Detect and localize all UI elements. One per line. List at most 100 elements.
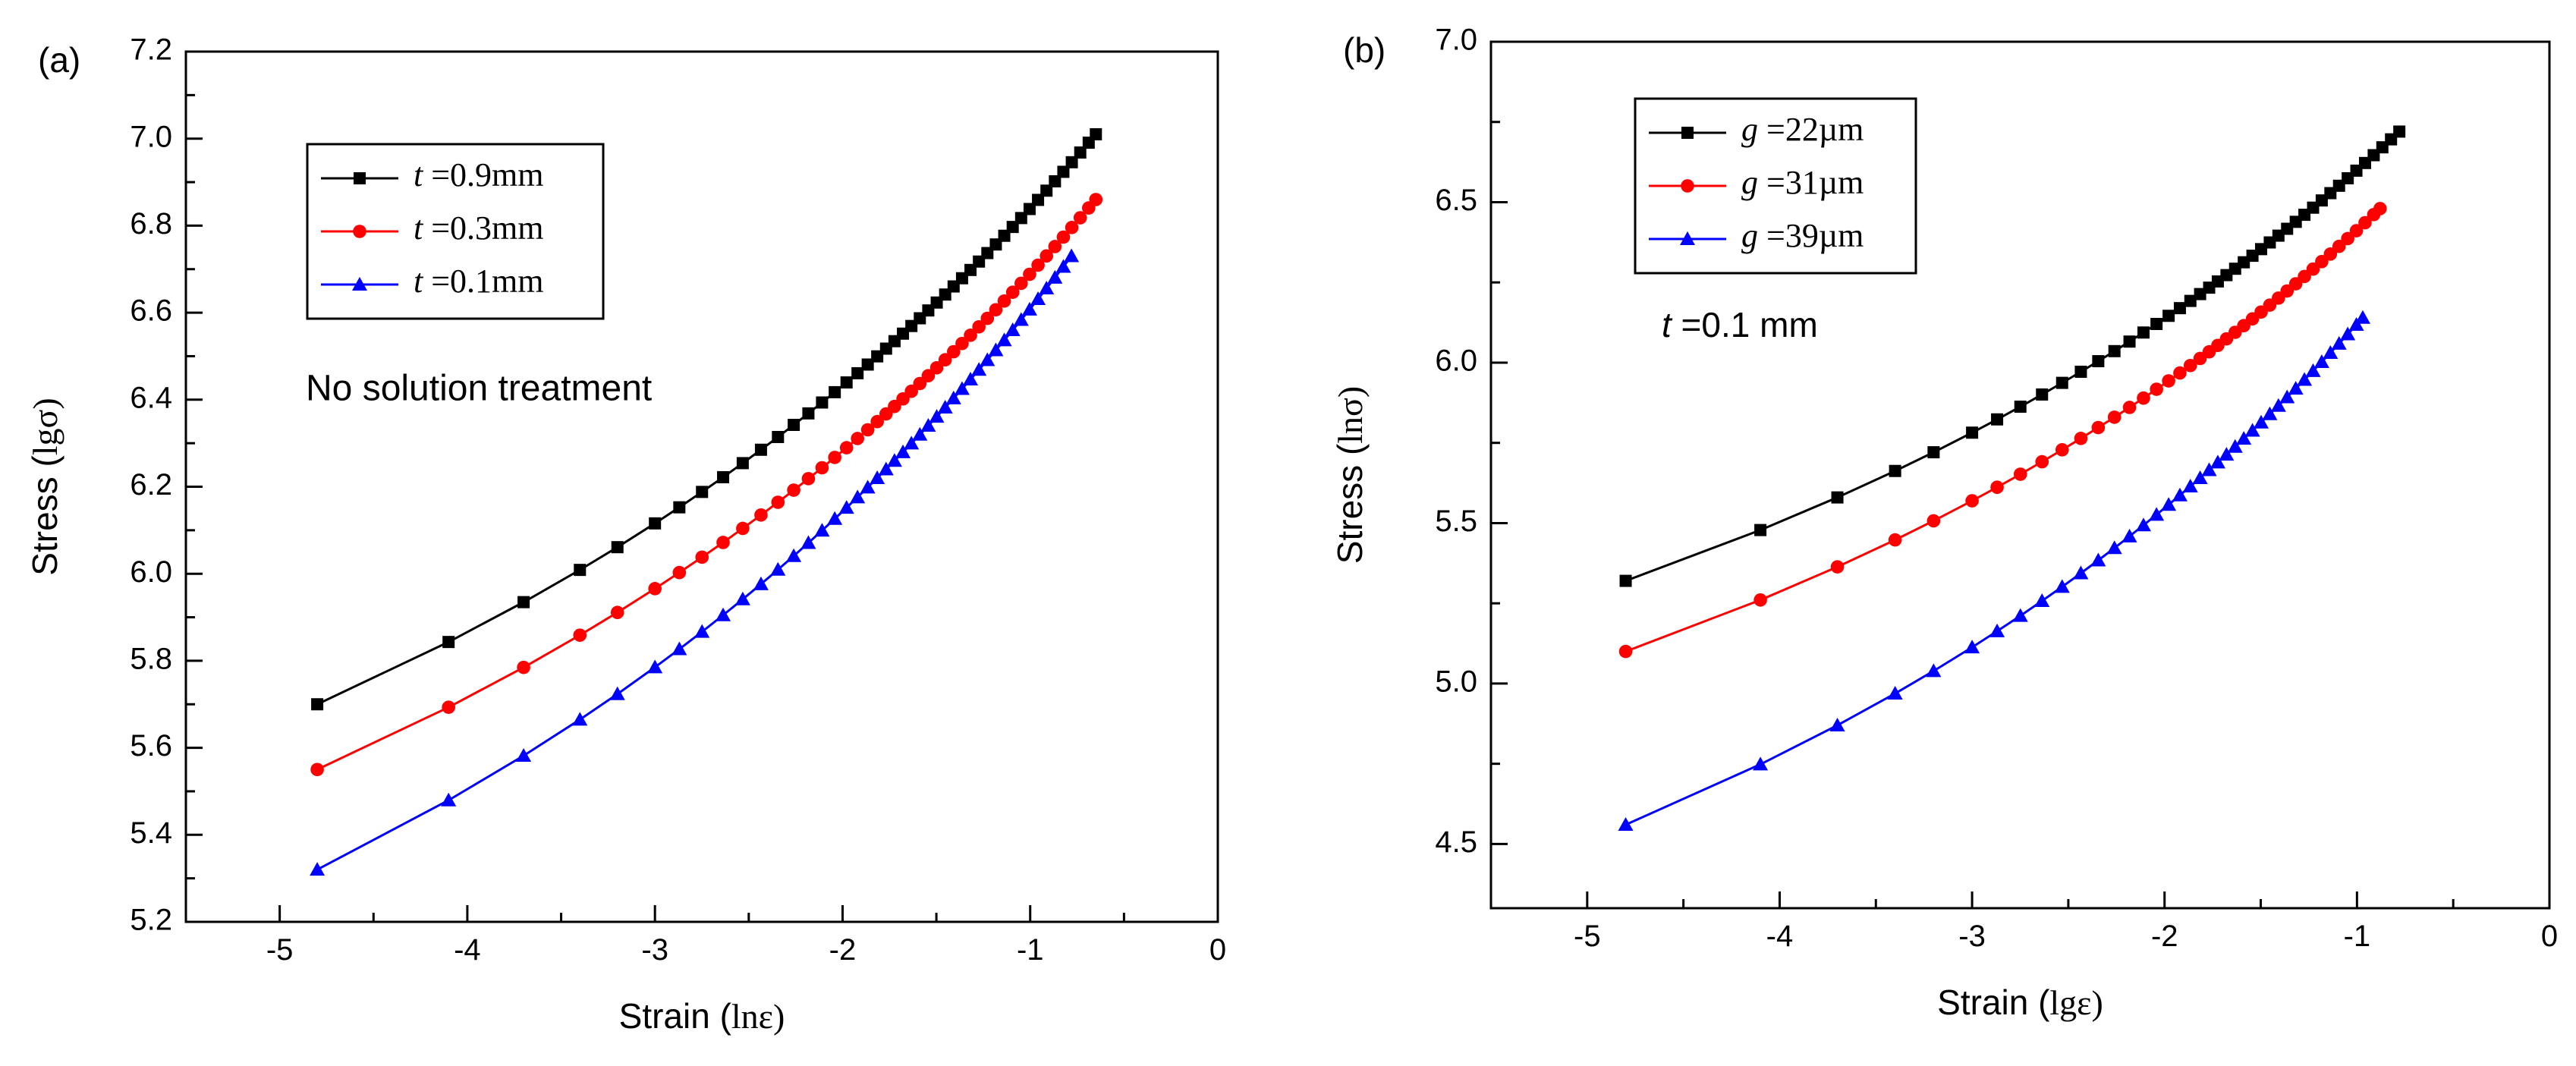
data-point [1005,285,1020,299]
data-point [770,561,786,576]
data-point [2348,317,2364,332]
data-point [1013,312,1029,326]
data-point [788,419,800,432]
data-point [2373,202,2387,215]
x-tick-label: -5 [1574,920,1601,953]
data-point [904,384,918,398]
data-point [997,294,1011,308]
legend-variable: t [414,209,424,247]
legend-entry: t =0.1mm [414,263,544,300]
series-line [1625,207,2381,653]
x-tick-label: -1 [2344,920,2371,953]
series-line [1625,316,2364,826]
y-axis-title: Stress (lgσ) [25,398,64,575]
data-point [971,362,987,376]
data-point [929,360,944,375]
data-point [516,748,532,763]
data-point [1073,211,1087,225]
data-point [1887,686,1903,700]
data-point [754,443,767,456]
data-point [2313,354,2329,369]
data-point [2183,358,2197,373]
data-point [2349,224,2364,237]
data-point [442,700,455,714]
x-tick-label: -2 [829,933,857,967]
y-tick-label: 5.0 [1435,665,1477,698]
series-2 [310,248,1080,876]
data-point [860,480,876,494]
legend-entry: t =0.3mm [414,209,544,247]
legend-marker-circle [353,225,366,238]
data-point [1057,165,1070,178]
data-point [1754,524,1767,536]
data-point [921,369,936,383]
data-point [1926,663,1942,678]
data-point [1065,156,1078,168]
legend-entry: g =31µm [1741,164,1864,201]
data-point [2090,552,2106,567]
y-tick-label: 4.5 [1435,825,1477,859]
data-point [2254,414,2269,429]
data-point [2013,467,2027,481]
data-point [1831,491,1844,504]
data-point [851,366,864,379]
x-tick-label: -4 [1766,920,1794,953]
data-point [2123,335,2136,348]
data-point [814,523,830,537]
data-point [1966,426,1979,439]
legend-value: =39µm [1758,217,1864,254]
data-point [964,329,977,342]
data-point [895,444,911,458]
x-axis-title-close: ) [2092,983,2103,1022]
data-point [886,453,902,467]
y-tick-label: 6.2 [130,468,172,502]
series-0 [311,127,1102,711]
data-point [1829,717,1845,731]
data-point [2323,345,2339,360]
data-point [716,536,730,549]
data-point [1049,175,1062,187]
legend-variable: t [414,263,424,300]
data-point [2108,344,2121,357]
data-point [1618,644,1633,659]
data-point [2332,239,2346,253]
data-point [2393,125,2406,138]
legend-value: =31µm [1758,164,1864,201]
x-tick-label: 0 [1209,933,1226,967]
data-point [839,441,854,454]
data-point [980,352,995,366]
legend-marker-square [354,172,366,184]
y-tick-label: 5.2 [130,904,172,937]
data-point [2074,432,2088,445]
data-point [1754,593,1767,607]
series-1 [1618,202,2387,659]
data-point [988,342,1004,357]
data-point [1048,240,1062,253]
y-tick-label: 5.5 [1435,505,1477,538]
data-point [827,511,843,525]
data-point [647,659,663,674]
x-tick-label: 0 [2541,920,2558,953]
data-point [1965,494,1979,508]
data-point [517,660,530,675]
data-point [2173,366,2187,380]
data-point [2219,447,2235,461]
data-point [947,344,961,359]
y-axis-title-symbol: lgσ [26,409,64,455]
data-point [1032,193,1045,206]
legend-variable: g [1741,111,1758,148]
x-axis-title-text: Strain ( [1937,983,2050,1022]
chart-panel-b: (b) -5 -4 -3 -2 -1 0 4.5 5.0 5.5 6.0 6.5 7.0 Strain (… [1330,24,2558,1022]
data-point [904,436,920,450]
data-point [815,461,829,475]
data-point [2279,389,2295,404]
data-point [801,472,816,486]
data-point [2297,372,2313,386]
data-point [1964,640,1980,654]
data-point [2358,215,2372,230]
data-point [1989,623,2005,637]
data-point [1888,533,1902,547]
legend-marker-square [1681,127,1694,139]
y-axis-title-text: Stress ( [1330,443,1370,564]
